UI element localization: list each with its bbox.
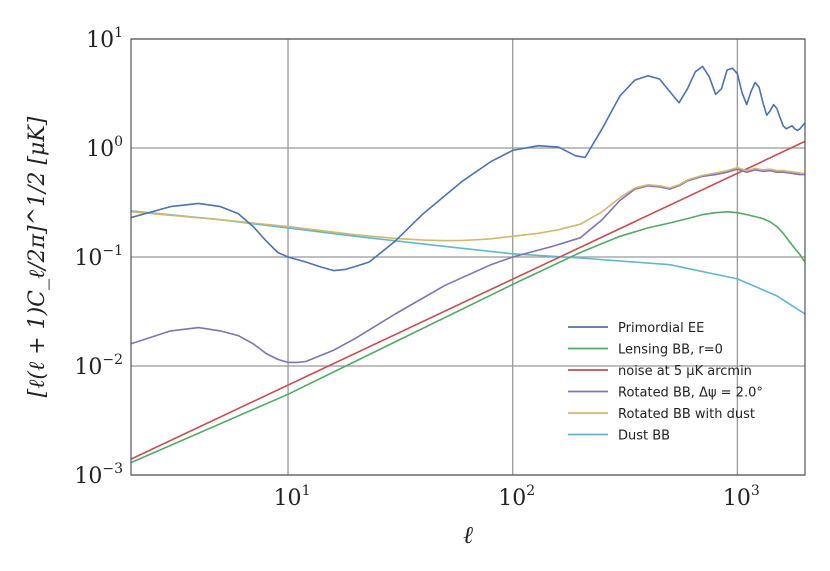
legend-label: Dust BB — [618, 429, 670, 444]
x-tick-labels: 101 102 103 — [274, 483, 760, 511]
y-axis-title: [ℓ(ℓ + 1)C_ℓ/2π]^1/2 [μK] — [25, 116, 50, 397]
series-line-rotated-bb-2-0 — [131, 168, 805, 364]
legend-label: Rotated BB, Δψ = 2.0° — [618, 386, 763, 401]
series-layer — [131, 65, 805, 464]
y-tick-label: 10−2 — [74, 352, 123, 380]
legend: Primordial EE Lensing BB, r=0 noise at 5 μ… — [568, 321, 763, 444]
legend-label: Lensing BB, r=0 — [618, 343, 723, 358]
legend-label: Primordial EE — [618, 321, 704, 336]
legend-label: noise at 5 μK arcmin — [618, 364, 752, 379]
series-line-rotated-bb-with-dust — [131, 166, 805, 242]
series-line-primordial-ee — [131, 65, 805, 272]
y-tick-label: 101 — [86, 25, 123, 53]
x-axis-title: ℓ — [463, 521, 473, 549]
y-tick-label: 100 — [86, 134, 123, 162]
x-tick-label: 101 — [274, 483, 311, 511]
y-tick-labels: 101 100 10−1 10−2 10−3 — [74, 25, 123, 489]
series-line-noise-at-5-k-arcmin — [131, 140, 805, 460]
x-tick-label: 102 — [498, 483, 535, 511]
series-line-lensing-bb-r-0 — [131, 211, 805, 464]
series-line-dust-bb — [131, 210, 805, 315]
plot-border — [130, 38, 806, 476]
legend-label: Rotated BB with dust — [618, 407, 755, 422]
x-tick-label: 103 — [723, 483, 760, 511]
y-tick-label: 10−1 — [74, 243, 123, 271]
y-tick-label: 10−3 — [74, 461, 123, 489]
